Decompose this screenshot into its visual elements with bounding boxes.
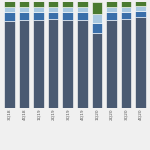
Bar (135, 17, 146, 108)
Bar (121, 12, 131, 19)
Bar (135, 2, 146, 6)
Bar (63, 20, 73, 108)
Bar (106, 12, 117, 20)
Bar (92, 23, 102, 33)
Bar (19, 2, 29, 7)
Bar (135, 11, 146, 17)
Bar (19, 20, 29, 108)
Bar (48, 19, 58, 108)
Bar (33, 20, 44, 108)
Bar (106, 20, 117, 108)
Bar (92, 2, 102, 14)
Bar (135, 6, 146, 11)
Bar (77, 7, 87, 12)
Bar (48, 7, 58, 12)
Bar (63, 2, 73, 7)
Bar (48, 12, 58, 19)
Bar (4, 21, 15, 108)
Bar (92, 33, 102, 108)
Bar (106, 7, 117, 12)
Bar (121, 19, 131, 108)
Bar (4, 7, 15, 12)
Bar (4, 2, 15, 7)
Bar (63, 12, 73, 20)
Bar (4, 12, 15, 21)
Bar (33, 7, 44, 12)
Bar (77, 12, 87, 20)
Bar (77, 20, 87, 108)
Bar (63, 7, 73, 12)
Bar (19, 7, 29, 12)
Bar (33, 12, 44, 20)
Bar (33, 2, 44, 7)
Bar (121, 2, 131, 7)
Bar (92, 14, 102, 23)
Bar (121, 7, 131, 12)
Bar (106, 2, 117, 7)
Bar (77, 2, 87, 7)
Bar (19, 12, 29, 20)
Bar (48, 2, 58, 7)
